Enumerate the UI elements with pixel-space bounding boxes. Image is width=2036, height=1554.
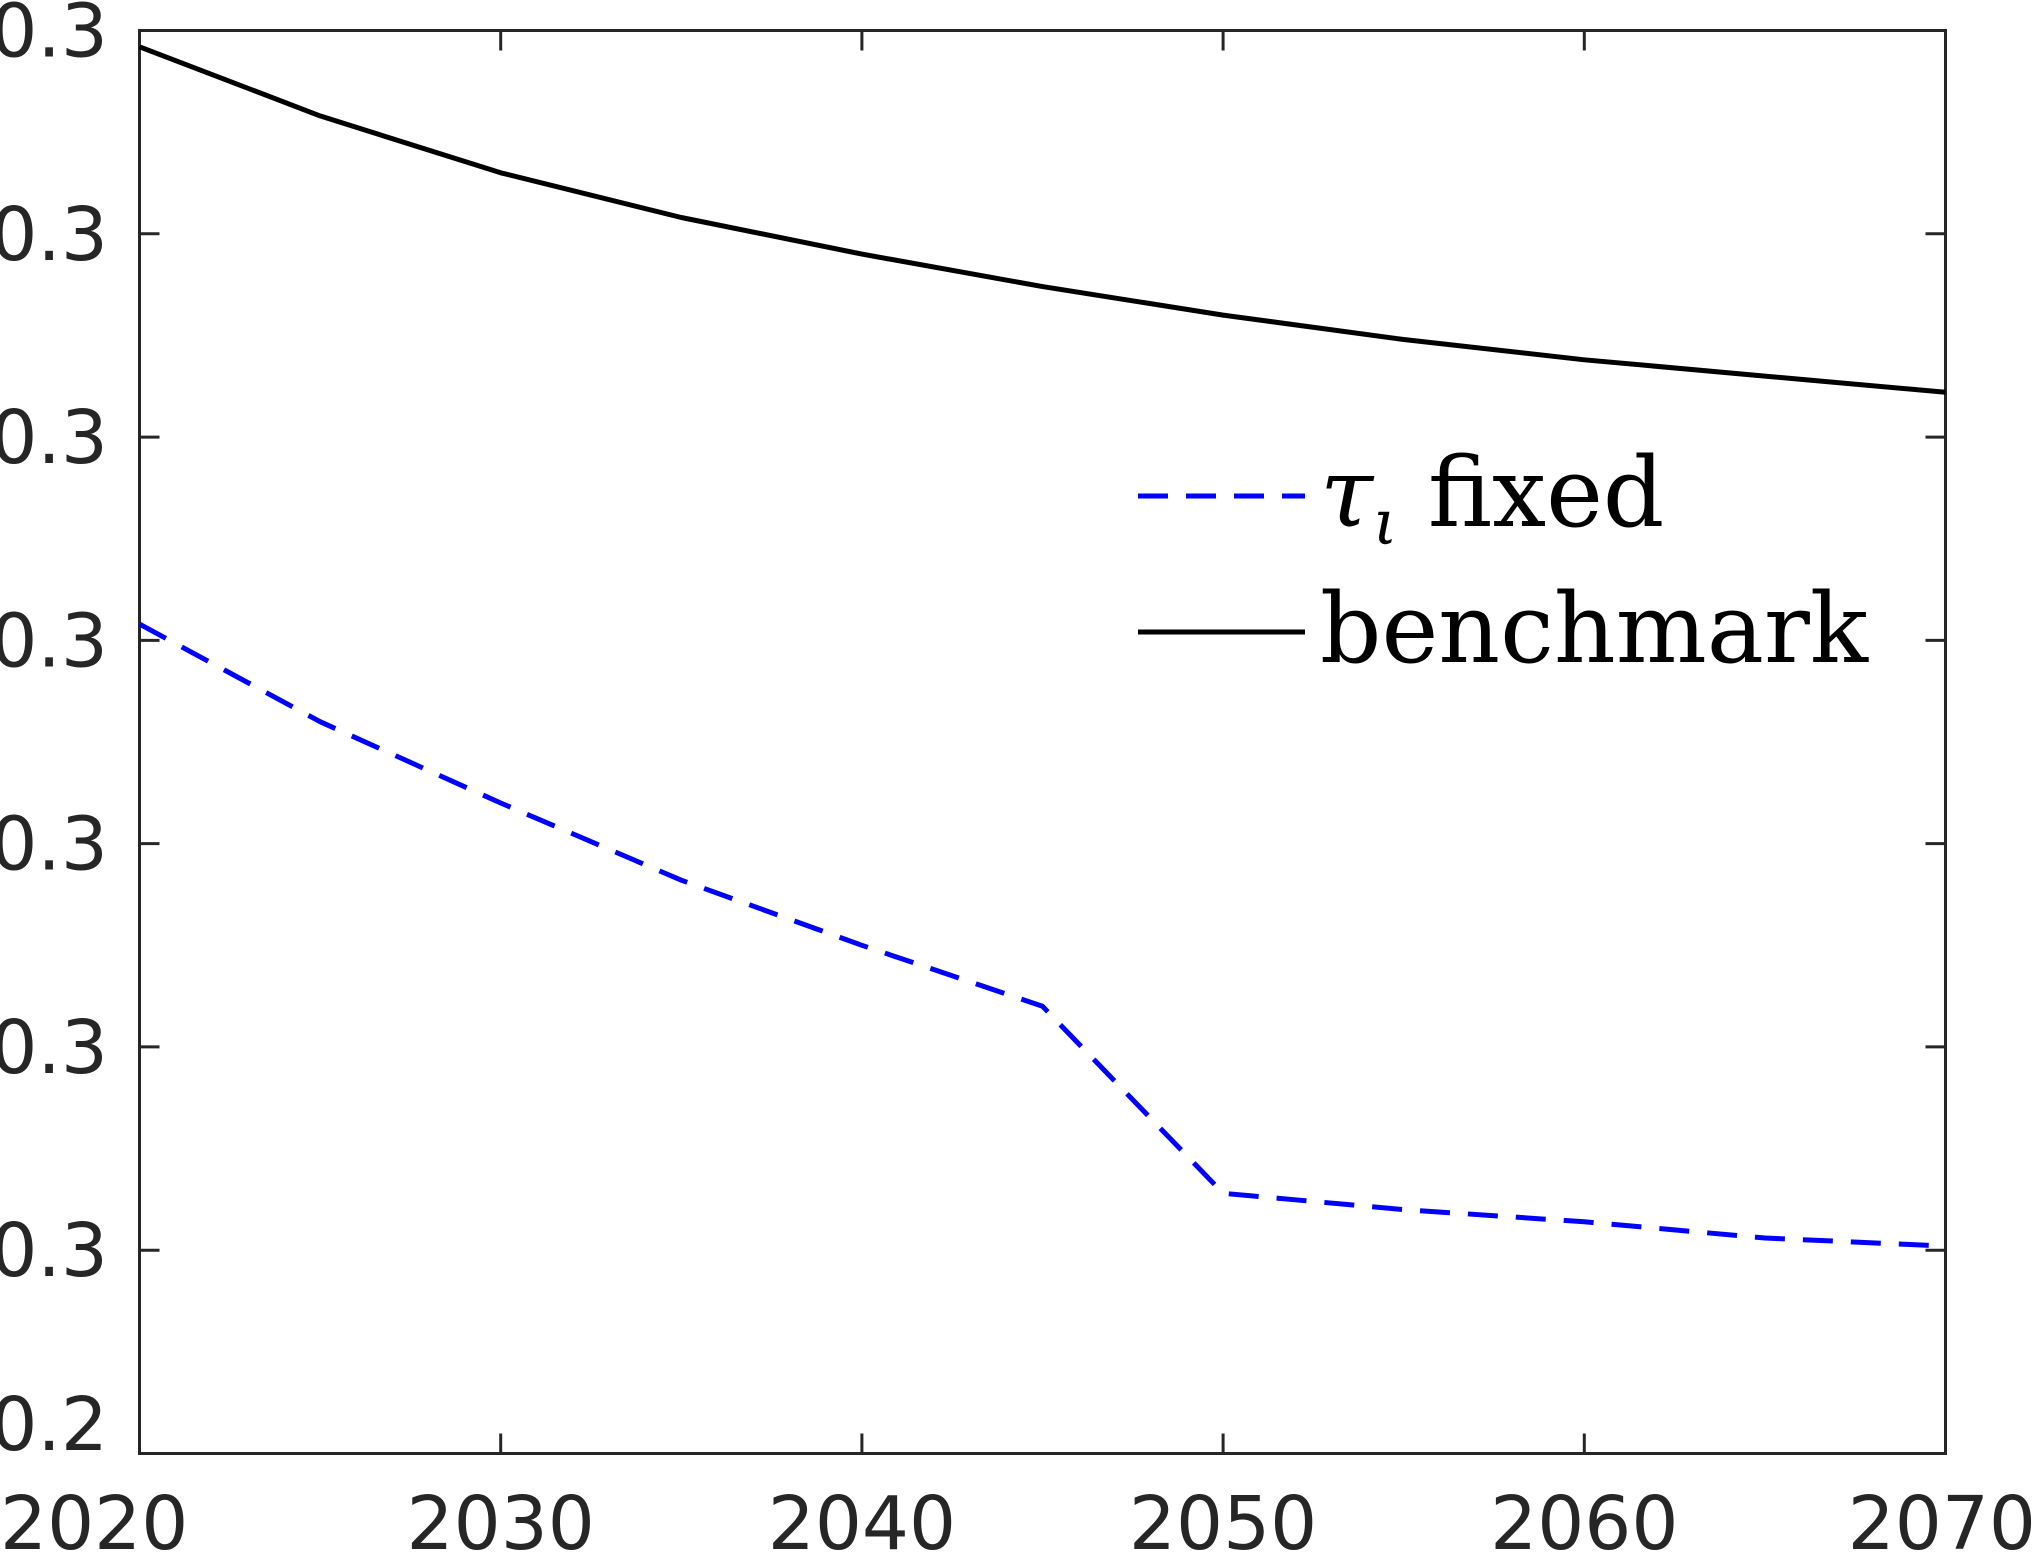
y-tick-label: 0.3 [0, 192, 108, 278]
y-tick-labels: 0.2 0.3 0.3 0.3 0.3 0.3 0.3 0.3 [0, 0, 108, 1468]
legend-entry-tau-fixed: τι fixed [1138, 437, 1664, 559]
legend-fixed-text: fixed [1397, 437, 1664, 549]
legend-iota-subscript: ι [1373, 486, 1397, 559]
legend-label-tau-fixed: τι fixed [1320, 437, 1664, 559]
x-tick-label: 2030 [407, 1481, 595, 1554]
x-tick-labels: 2020 2030 2040 2050 2060 2070 [0, 1481, 2036, 1554]
x-tick-label: 2050 [1129, 1481, 1317, 1554]
tick-marks [138, 29, 1947, 1455]
y-tick-label: 0.3 [0, 1005, 108, 1091]
legend-tau-symbol: τ [1320, 437, 1375, 549]
x-tick-label: 2070 [1848, 1481, 2036, 1554]
y-tick-label: 0.3 [0, 802, 108, 888]
plot-frame [138, 29, 1947, 1455]
series-layer [138, 44, 1946, 1249]
y-tick-label: 0.3 [0, 395, 108, 481]
y-tick-label: 0.2 [0, 1382, 108, 1468]
x-tick-label: 2060 [1490, 1481, 1678, 1554]
legend-entry-benchmark: benchmark [1138, 573, 1869, 685]
series-line-benchmark [138, 44, 1946, 395]
x-tick-label: 2020 [0, 1481, 188, 1554]
y-tick-label: 0.3 [0, 1208, 108, 1294]
x-tick-label: 2040 [768, 1481, 956, 1554]
legend-label-benchmark: benchmark [1320, 573, 1869, 685]
series-line-tau-fixed [138, 621, 1946, 1249]
y-tick-label: 0.3 [0, 0, 108, 75]
plot-area [138, 29, 1947, 1455]
legend: τι fixed benchmark [1138, 437, 1869, 685]
y-tick-label: 0.3 [0, 598, 108, 684]
